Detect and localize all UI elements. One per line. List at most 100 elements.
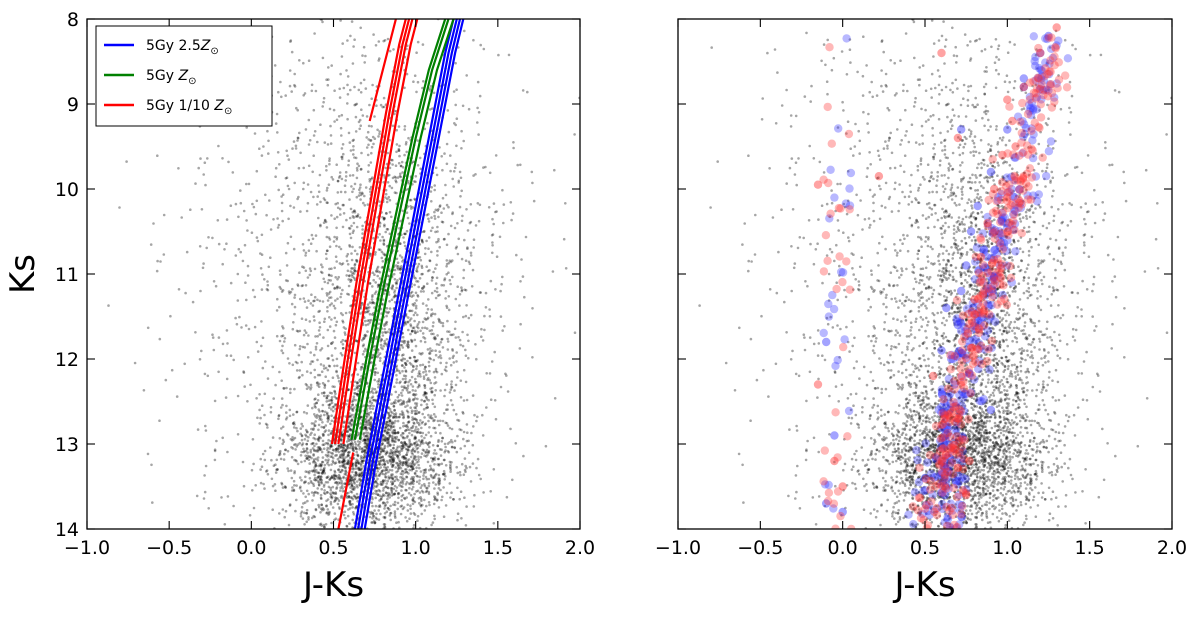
background-star-point [317,484,321,487]
background-star-point [452,185,456,188]
background-star-point [433,496,437,499]
background-star-point [274,489,277,493]
background-star-point [237,215,240,219]
background-star-point [357,443,361,446]
background-star-point [333,512,337,515]
background-star-point [434,483,438,486]
background-star-point [341,454,344,457]
background-star-point [280,379,284,383]
background-star-point [289,235,293,239]
background-star-point [374,504,378,508]
background-star-point [458,497,462,501]
background-star-point [419,329,422,333]
background-star-point [443,394,446,398]
background-star-point [321,403,325,407]
background-star-point [328,303,332,307]
background-star-point [398,465,401,468]
background-star-point [402,415,406,419]
background-star-point [427,445,431,449]
background-star-point [339,443,343,447]
background-star-point [401,346,405,349]
background-star-point [457,419,461,422]
background-star-point [366,438,370,442]
background-star-point [350,252,353,255]
background-star-point [263,413,266,417]
background-star-point [399,434,403,437]
background-star-point [343,460,347,463]
background-star-point [446,348,450,351]
background-star-point [443,472,447,475]
background-star-point [307,516,310,519]
background-star-point [335,244,338,248]
background-star-point [373,292,377,295]
background-star-point [263,487,266,490]
background-star-point [403,244,407,248]
background-star-point [306,404,310,407]
background-star-point [449,363,453,367]
background-star-point [345,274,349,277]
background-star-point [386,451,389,455]
background-star-point [323,466,326,470]
background-star-point [405,470,408,474]
background-star-point [413,492,416,496]
background-star-point [432,419,435,423]
background-star-point [238,315,241,319]
background-star-point [393,431,397,435]
background-star-point [518,347,522,350]
background-star-point [321,300,325,303]
background-star-point [410,429,414,433]
background-star-point [376,274,380,278]
background-star-point [445,243,449,247]
background-star-point [573,331,577,335]
background-star-point [415,447,419,451]
background-star-point [375,104,378,107]
background-star-point [415,280,418,283]
background-star-point [355,387,358,390]
background-star-point [460,288,464,292]
background-star-point [342,425,345,429]
background-star-point [326,491,329,494]
background-star-point [423,498,426,502]
background-star-point [232,504,235,508]
background-star-point [207,236,210,239]
background-star-point [373,521,377,524]
background-star-point [339,352,343,355]
background-star-point [361,461,365,465]
background-star-point [383,430,386,433]
background-star-point [246,229,249,232]
background-star-point [331,485,335,489]
background-star-point [317,415,321,418]
background-star-point [325,491,329,494]
background-star-point [443,478,447,481]
background-star-point [429,357,433,361]
background-star-point [420,512,424,516]
background-star-point [244,281,247,285]
background-star-point [340,484,344,488]
background-star-point [391,447,395,450]
background-star-point [326,420,330,423]
background-star-point [334,255,338,258]
background-star-point [401,482,405,485]
background-star-point [335,260,339,263]
background-star-point [339,301,343,304]
background-star-point [463,468,467,472]
background-star-point [440,440,444,443]
background-star-point [309,269,313,273]
background-star-point [439,389,442,392]
background-star-point [221,436,224,440]
background-star-point [381,501,385,505]
background-star-point [444,464,448,467]
background-star-point [355,492,359,496]
background-star-point [344,466,348,470]
background-star-point [434,431,438,435]
background-star-point [430,329,434,332]
background-star-point [310,516,314,520]
background-star-point [292,421,296,424]
background-star-point [305,370,309,373]
background-star-point [321,381,325,385]
background-star-point [319,478,323,481]
background-star-point [436,294,440,297]
background-star-point [318,321,321,325]
background-star-point [393,277,397,281]
background-star-point [205,246,208,250]
